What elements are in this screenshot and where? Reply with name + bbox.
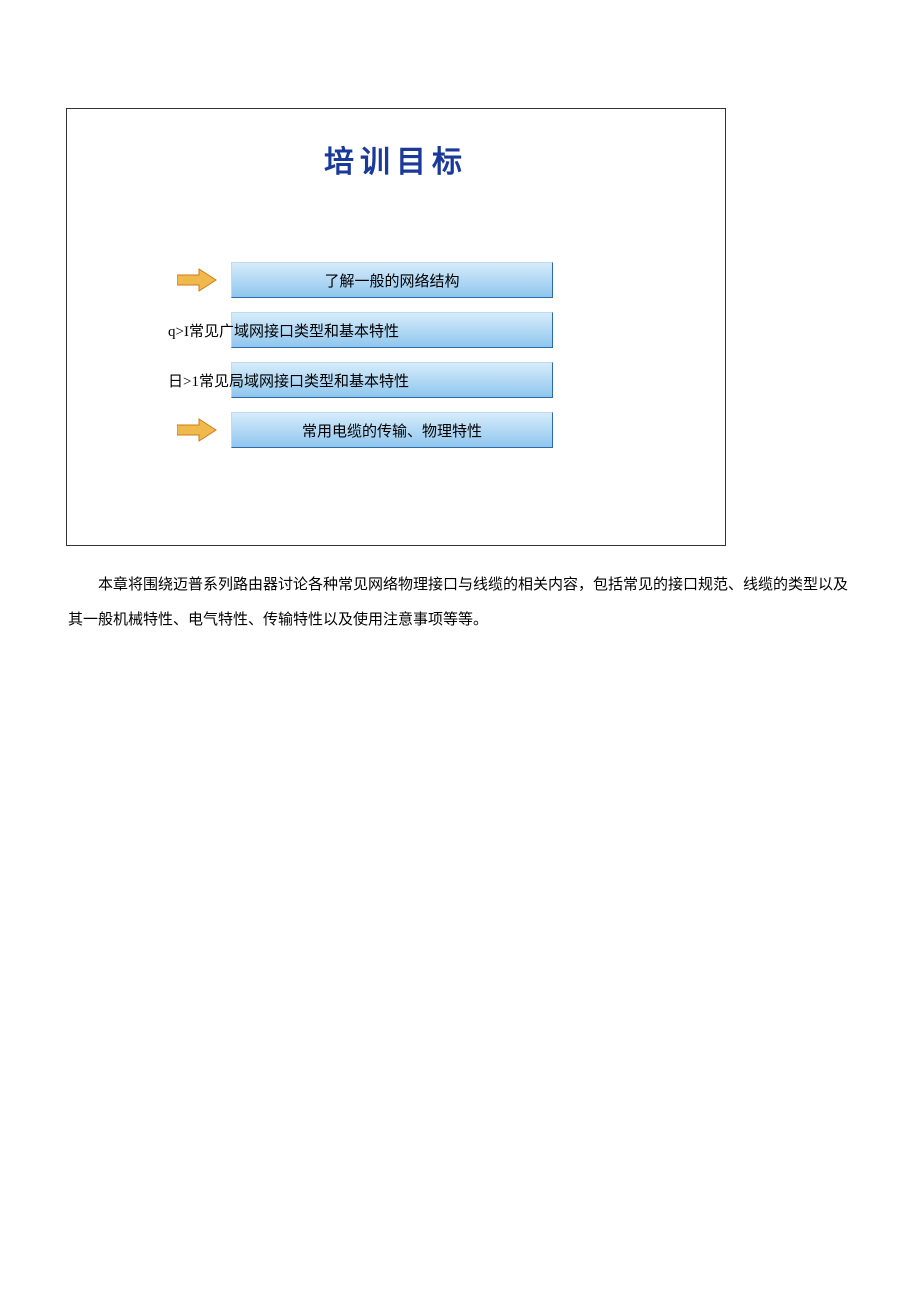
goal-row-1: 了解一般的网络结构: [177, 261, 725, 299]
slide-frame: 培训目标 了解一般的网络结构 q>I常见广域网接口类型和基本特性: [66, 108, 726, 546]
goal-text: 日>1常见局域网接口类型和基本特性: [168, 370, 409, 391]
slide-title: 培训目标: [67, 137, 725, 181]
goal-text: 常用电缆的传输、物理特性: [302, 420, 482, 441]
goal-text: q>I常见广域网接口类型和基本特性: [168, 320, 399, 341]
arrow-icon: [177, 268, 217, 292]
goal-box-2: q>I常见广域网接口类型和基本特性: [231, 312, 553, 348]
goal-box-4: 常用电缆的传输、物理特性: [231, 412, 553, 448]
goals-list: 了解一般的网络结构 q>I常见广域网接口类型和基本特性 日>1常见局域网接口类型…: [177, 261, 725, 449]
goal-box-1: 了解一般的网络结构: [231, 262, 553, 298]
body-text: 本章将围绕迈普系列路由器讨论各种常见网络物理接口与线缆的相关内容，包括常见的接口…: [66, 568, 854, 637]
goal-row-4: 常用电缆的传输、物理特性: [177, 411, 725, 449]
goal-text: 了解一般的网络结构: [324, 270, 459, 291]
goal-row-2: q>I常见广域网接口类型和基本特性: [177, 311, 725, 349]
goal-row-3: 日>1常见局域网接口类型和基本特性: [177, 361, 725, 399]
arrow-icon: [177, 418, 217, 442]
goal-box-3: 日>1常见局域网接口类型和基本特性: [231, 362, 553, 398]
body-paragraph: 本章将围绕迈普系列路由器讨论各种常见网络物理接口与线缆的相关内容，包括常见的接口…: [68, 568, 852, 637]
